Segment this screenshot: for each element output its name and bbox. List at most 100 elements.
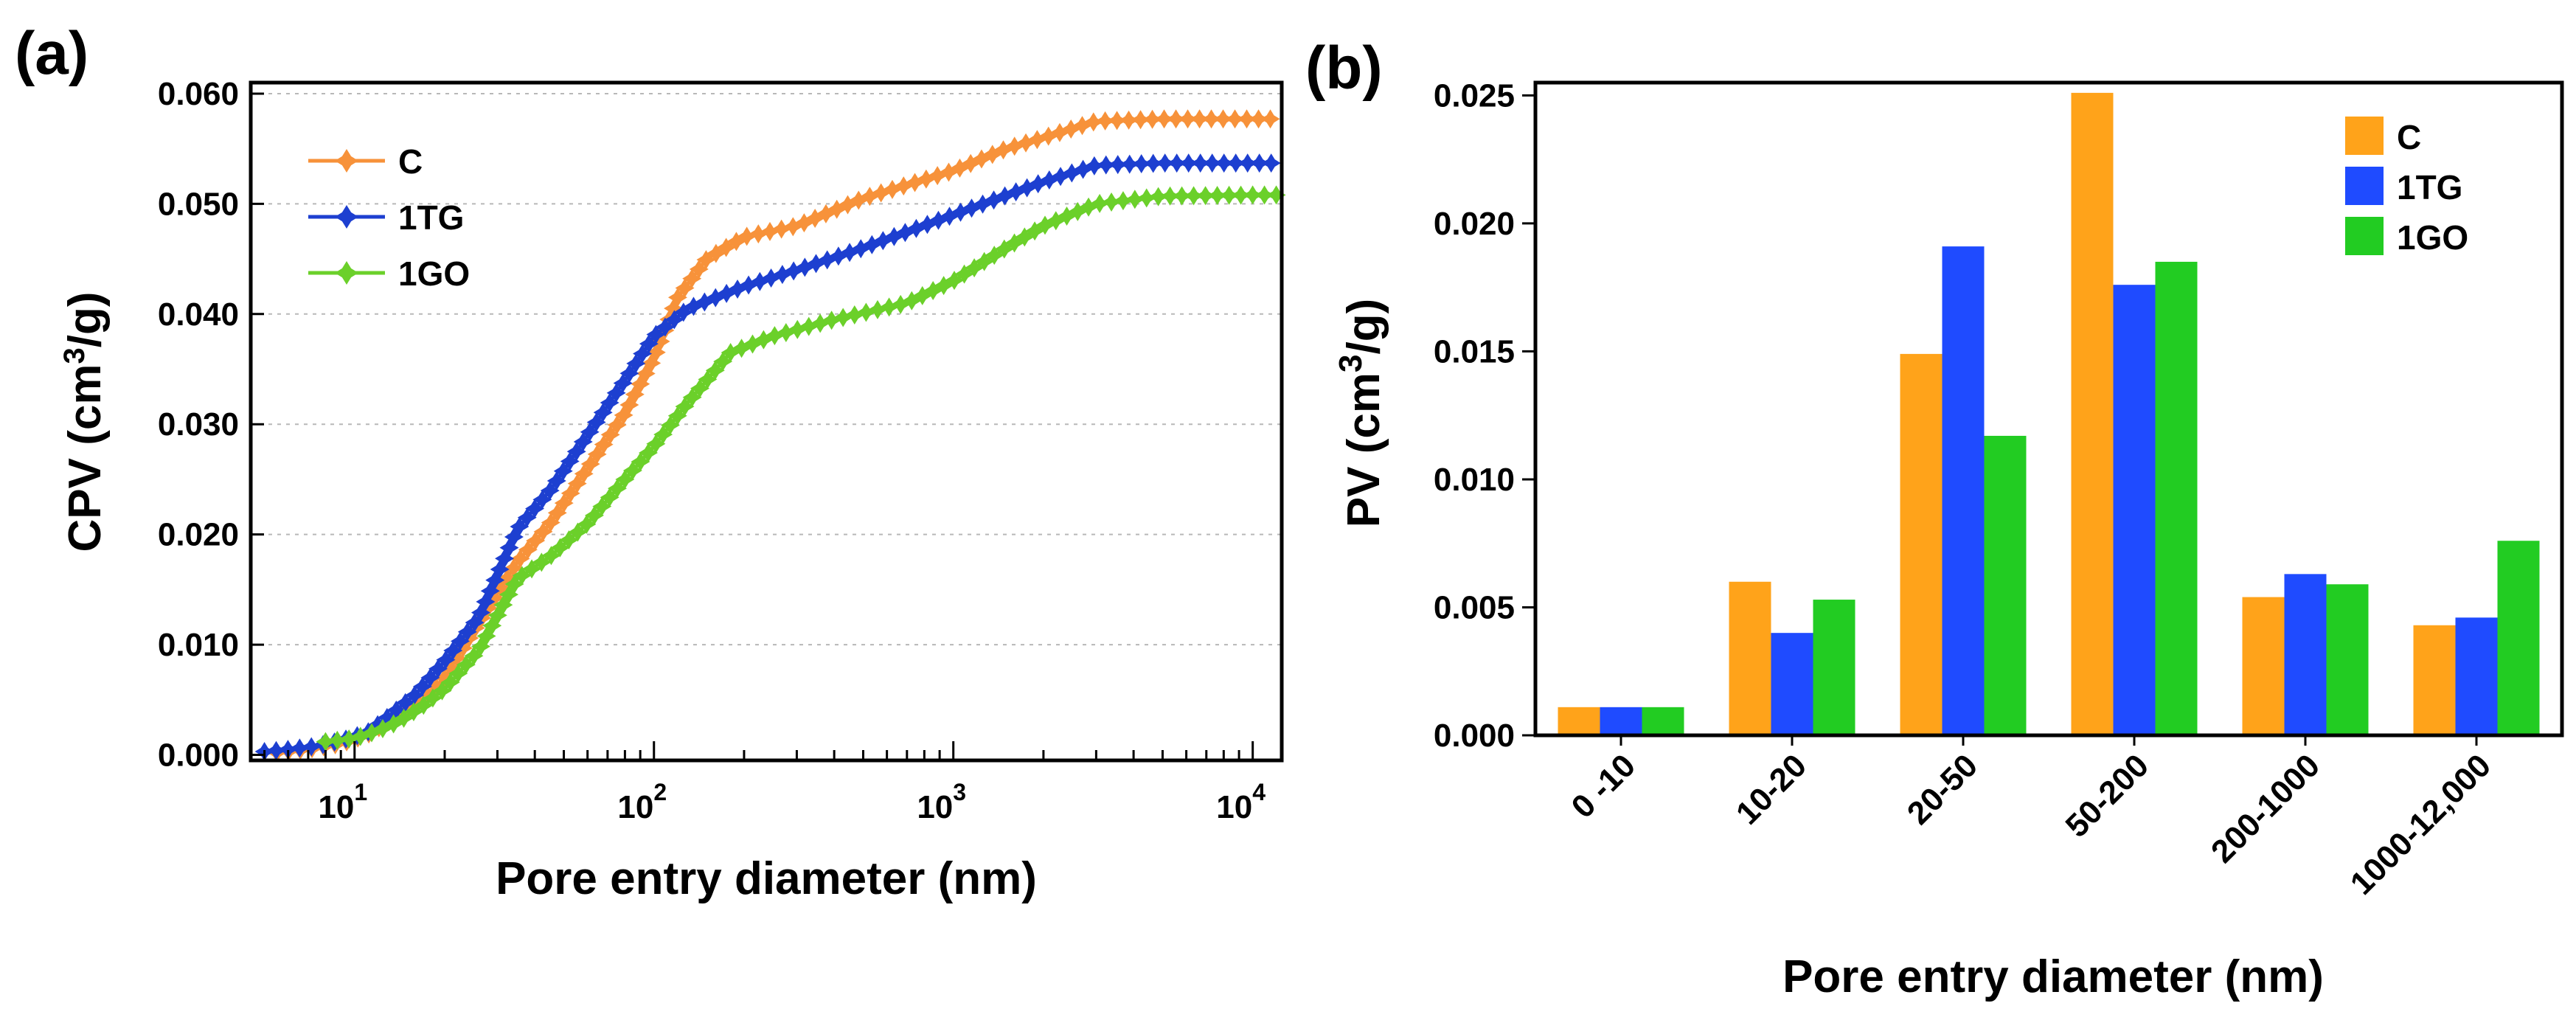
panel-a-series-marker bbox=[838, 195, 858, 215]
panel-a-series-marker bbox=[984, 190, 1004, 210]
panel-a-series-marker bbox=[726, 232, 746, 251]
panel-a-series-marker bbox=[895, 223, 915, 243]
panel-b-x-tick-label: 50-200 bbox=[2059, 747, 2156, 844]
panel-a-series-marker bbox=[1202, 153, 1222, 173]
panel-a-series-marker bbox=[828, 246, 848, 266]
panel-a-series-marker bbox=[1225, 109, 1245, 129]
panel-a-series-marker bbox=[1190, 153, 1210, 173]
panel-b-bar-c bbox=[2413, 625, 2456, 735]
panel-a-series-marker bbox=[607, 415, 627, 435]
panel-a-series-marker bbox=[728, 279, 748, 299]
panel-a-y-tick-label: 0.000 bbox=[158, 738, 239, 774]
panel-a-series-marker bbox=[772, 265, 792, 285]
panel-a-series-marker bbox=[646, 434, 666, 454]
panel-a-series-marker bbox=[698, 370, 718, 389]
panel-a-series-marker bbox=[993, 140, 1013, 160]
panel-a-series-marker bbox=[1083, 112, 1103, 132]
panel-a-series-marker bbox=[316, 732, 336, 752]
panel-a-series-marker bbox=[682, 268, 702, 288]
panel-a-series-marker bbox=[302, 737, 322, 757]
panel-a-series-marker bbox=[985, 246, 1004, 266]
panel-a-series-marker bbox=[696, 250, 716, 270]
panel-a-series-marker bbox=[784, 261, 804, 281]
panel-b-plot-frame bbox=[1533, 80, 2564, 738]
panel-a-series-marker bbox=[554, 493, 574, 513]
panel-a-series-marker bbox=[706, 288, 726, 308]
panel-a-series-marker bbox=[532, 490, 552, 510]
panel-b-bar-1tg bbox=[1600, 707, 1642, 735]
panel-a-series-marker bbox=[350, 726, 370, 746]
panel-b-bar-1go bbox=[1813, 600, 1855, 735]
panel-a-series-marker bbox=[717, 283, 737, 303]
panel-a-y-tick-label: 0.050 bbox=[158, 186, 239, 222]
panel-a-series-marker bbox=[713, 352, 733, 372]
panel-a-series-marker bbox=[432, 681, 452, 701]
panel-a-series-marker bbox=[794, 213, 814, 233]
panel-b-y-tick-label: 0.025 bbox=[1434, 77, 1515, 114]
panel-a-series-marker bbox=[626, 353, 646, 373]
panel-a-series-marker bbox=[939, 162, 959, 182]
panel-b-legend-label: C bbox=[2397, 118, 2421, 156]
panel-a-series-marker bbox=[673, 302, 693, 322]
panel-a-series-marker bbox=[1119, 110, 1139, 130]
panel-a-series-marker bbox=[426, 676, 445, 696]
panel-a-series-marker bbox=[395, 693, 415, 712]
panel-a-series-marker bbox=[1178, 109, 1198, 129]
panel-b-bar-1tg bbox=[1771, 633, 1813, 735]
panel-a-series-marker bbox=[465, 613, 485, 633]
panel-a-series-marker bbox=[660, 415, 680, 435]
panel-a-series-marker bbox=[420, 667, 440, 687]
panel-a-series-marker bbox=[495, 549, 515, 569]
panel-a-series-marker bbox=[517, 507, 537, 527]
panel-a-series-marker bbox=[1028, 174, 1048, 194]
panel-a-series-marker bbox=[440, 673, 460, 693]
panel-b-bars bbox=[1558, 92, 2540, 736]
panel-a-series-marker bbox=[447, 648, 467, 668]
panel-a-series-marker bbox=[1006, 182, 1026, 202]
panel-a-series-marker bbox=[1131, 110, 1150, 130]
panel-a-x-tick-label: 101 bbox=[318, 779, 367, 825]
panel-a-series-marker bbox=[1167, 153, 1187, 173]
panel-a-series-marker bbox=[613, 373, 633, 393]
panel-a-x-tick-exponent: 4 bbox=[1252, 779, 1266, 805]
panel-a-legend-label: C bbox=[398, 142, 423, 181]
panel-a-series-marker bbox=[1249, 153, 1269, 173]
panel-b-bar-c bbox=[2071, 92, 2114, 736]
panel-a-x-tick-exponent: 2 bbox=[653, 779, 667, 805]
panel-a-series-marker bbox=[743, 334, 763, 354]
panel-a-series-marker bbox=[1107, 111, 1127, 131]
panel-a-series-marker bbox=[817, 250, 837, 270]
panel-a-series-marker bbox=[1095, 111, 1115, 131]
panel-a-grid bbox=[251, 92, 1282, 646]
panel-a-series-marker bbox=[327, 730, 347, 750]
panel-a-series-marker bbox=[339, 729, 359, 749]
panel-b-x-axis: 0 -10 10-20 20-50 50-200 200-1000 1000-12,000 bbox=[1565, 735, 2498, 902]
panel-b-bar-1go bbox=[2497, 541, 2540, 735]
panel-a-series-marker bbox=[1096, 155, 1116, 175]
panel-a-series-marker bbox=[1160, 186, 1180, 206]
panel-a-series-marker bbox=[1016, 133, 1036, 153]
panel-a-series-marker bbox=[443, 641, 463, 661]
panel-a-series-marker bbox=[1184, 186, 1204, 206]
panel-a-series-marker bbox=[1004, 136, 1024, 156]
panel-a-series-marker bbox=[827, 199, 847, 219]
panel-a-series-marker bbox=[423, 688, 442, 708]
panel-a-series-marker bbox=[1178, 153, 1198, 173]
panel-a-series-marker bbox=[471, 603, 490, 622]
panel-a-series-marker bbox=[499, 538, 519, 558]
panel-b-y-axis-title-tail: /g) bbox=[1339, 299, 1389, 355]
panel-a-series-marker bbox=[412, 676, 432, 696]
panel-a-y-tick-label: 0.040 bbox=[158, 296, 239, 333]
panel-a-series-marker bbox=[940, 207, 959, 226]
panel-a-series-marker bbox=[1073, 159, 1093, 179]
panel-a-series-marker bbox=[405, 685, 425, 705]
panel-a-series-marker bbox=[1254, 185, 1274, 205]
panel-a-series-marker bbox=[1017, 178, 1037, 198]
panel-a-series-marker bbox=[522, 559, 542, 579]
panel-a-series-marker bbox=[456, 655, 476, 675]
panel-a-series-marker bbox=[1035, 215, 1055, 235]
panel-a-x-tick-label: 104 bbox=[1216, 779, 1266, 825]
panel-a-series-marker bbox=[436, 650, 456, 670]
panel-a-series-marker bbox=[377, 707, 397, 727]
panel-a-series-marker bbox=[1166, 109, 1186, 129]
